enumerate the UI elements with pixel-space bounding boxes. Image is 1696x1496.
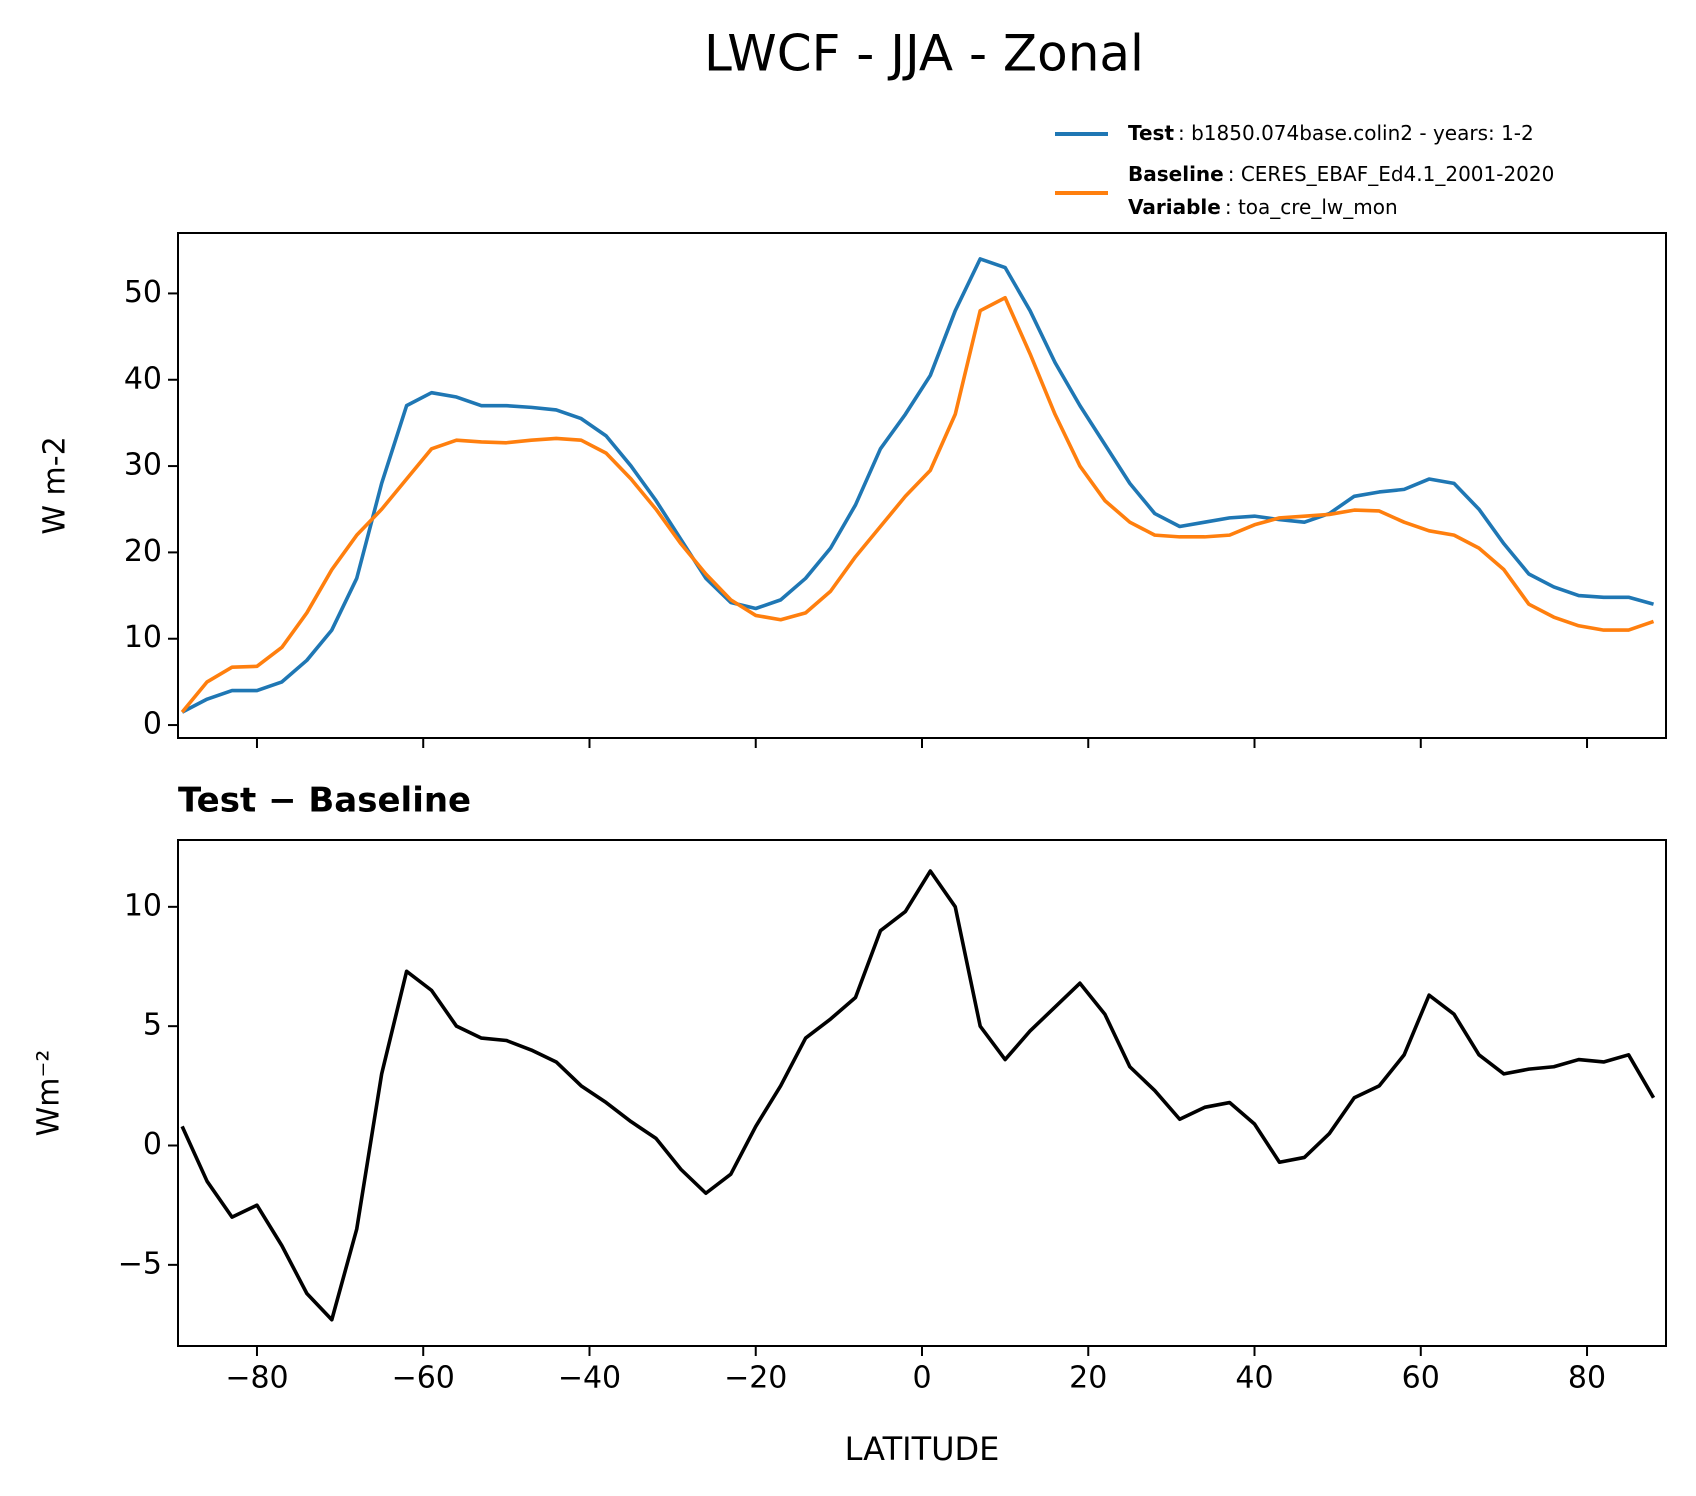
y-tick-label: 30: [124, 448, 162, 483]
data-line: [180, 869, 1656, 1322]
y-tick-label: 0: [143, 1127, 162, 1162]
legend-name: Test: [1128, 121, 1174, 145]
y-tick-label: 40: [124, 361, 162, 396]
y-tick-label: 50: [124, 275, 162, 310]
data-line: [180, 295, 1655, 714]
subplot-title: Test − Baseline: [178, 781, 471, 821]
x-tick-label: −20: [724, 1361, 787, 1396]
x-tick-label: −60: [392, 1361, 455, 1396]
y-axis-label: Wm⁻²: [32, 1050, 67, 1137]
x-tick-label: −80: [225, 1361, 288, 1396]
y-tick-label: 10: [124, 888, 162, 923]
x-tick-label: 40: [1235, 1361, 1273, 1396]
legend-name: Baseline: [1128, 162, 1224, 186]
x-axis-label: LATITUDE: [845, 1430, 1000, 1468]
y-tick-label: −5: [118, 1246, 162, 1281]
legend-label: : CERES_EBAF_Ed4.1_2001-2020: [1228, 162, 1555, 186]
y-tick-label: 0: [143, 707, 162, 742]
legend-name: Variable: [1128, 195, 1221, 219]
y-tick-label: 20: [124, 534, 162, 569]
axes-frame: [177, 839, 1667, 1347]
legend-text: Test: b1850.074base.colin2 - years: 1-2: [1128, 121, 1534, 145]
axes-frame: [177, 232, 1667, 739]
y-tick-label: 10: [124, 620, 162, 655]
x-tick-label: 60: [1402, 1361, 1440, 1396]
y-axis-label: W m-2: [38, 436, 73, 534]
x-tick-label: −40: [558, 1361, 621, 1396]
x-tick-label: 20: [1069, 1361, 1107, 1396]
legend-text: Baseline: CERES_EBAF_Ed4.1_2001-2020: [1128, 162, 1554, 186]
figure-title: LWCF - JJA - Zonal: [704, 25, 1144, 83]
x-tick-label: 0: [912, 1361, 931, 1396]
y-tick-label: 5: [143, 1008, 162, 1043]
x-tick-label: 80: [1568, 1361, 1606, 1396]
legend-label: : b1850.074base.colin2 - years: 1-2: [1178, 121, 1534, 145]
legend-label: : toa_cre_lw_mon: [1225, 195, 1398, 219]
legend-text: Variable: toa_cre_lw_mon: [1128, 195, 1398, 219]
data-line: [181, 257, 1655, 714]
